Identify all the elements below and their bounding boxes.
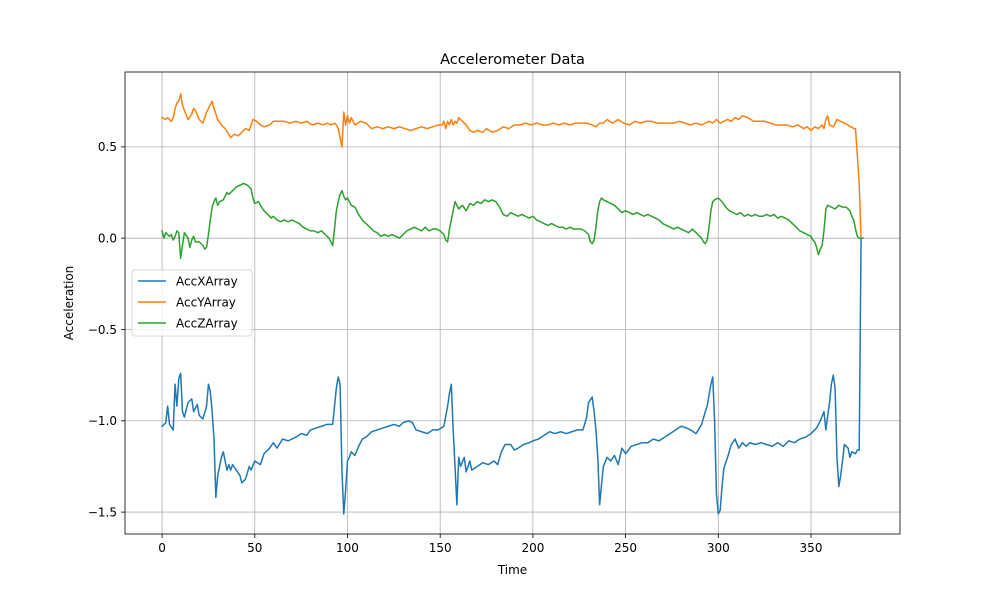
x-tick-label: 250 [614, 541, 637, 555]
x-axis-label: Time [497, 563, 527, 577]
x-tick-label: 150 [429, 541, 452, 555]
series-line-accyarray [161, 93, 862, 239]
y-axis-ticks: −1.5 −1.0 −0.5 0.0 0.5 [88, 140, 125, 519]
series-line-acczarray [161, 182, 864, 260]
legend-label-accx: AccXArray [176, 275, 238, 289]
plot-area [125, 72, 900, 534]
grid [125, 72, 900, 534]
y-tick-label: −1.0 [88, 414, 117, 428]
y-tick-label: −0.5 [88, 323, 117, 337]
x-tick-label: 350 [800, 541, 823, 555]
legend-label-accz: AccZArray [176, 317, 238, 331]
legend-label-accy: AccYArray [176, 296, 236, 310]
legend-box [131, 269, 253, 337]
y-axis-label: Acceleration [62, 266, 76, 341]
x-tick-label: 200 [521, 541, 544, 555]
legend: AccXArray AccYArray AccZArray [131, 269, 253, 337]
x-tick-label: 100 [336, 541, 359, 555]
y-tick-label: 0.0 [98, 231, 117, 245]
chart-title: Accelerometer Data [440, 52, 585, 68]
series-line-accxarray [161, 237, 862, 515]
x-tick-label: 50 [247, 541, 262, 555]
series-lines [161, 93, 864, 515]
x-axis-ticks: 0 50 100 150 200 250 300 350 [158, 534, 822, 555]
x-tick-label: 300 [707, 541, 730, 555]
plot-frame [124, 71, 901, 535]
y-tick-label: −1.5 [88, 505, 117, 519]
x-tick-label: 0 [158, 541, 166, 555]
y-tick-label: 0.5 [98, 140, 117, 154]
